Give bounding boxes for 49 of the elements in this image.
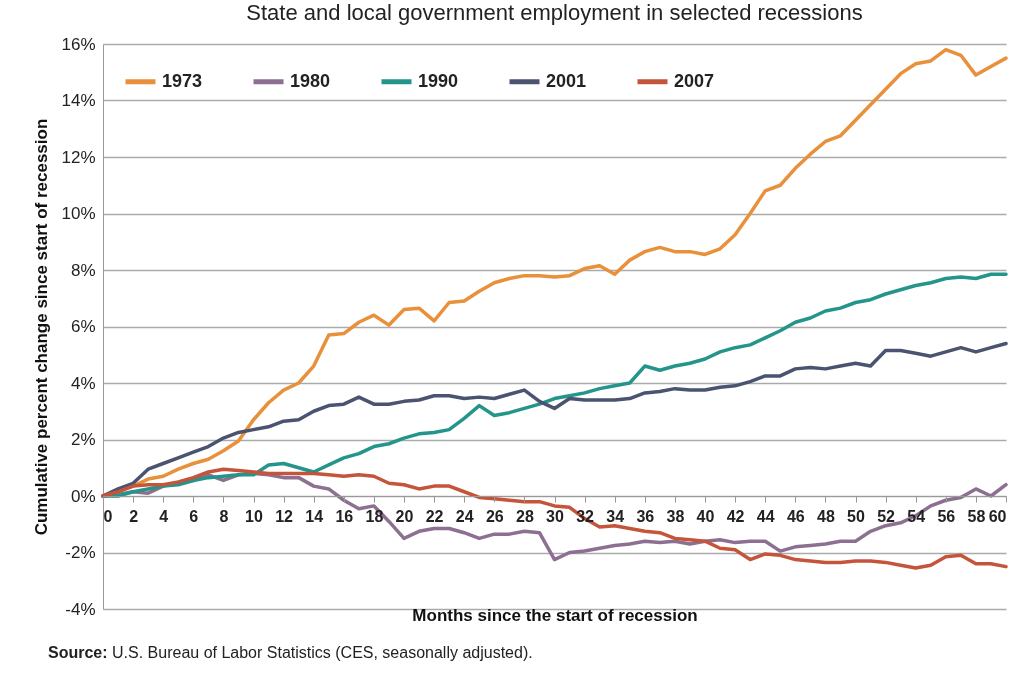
x-tick-label: 46 <box>786 507 805 525</box>
y-tick-label: -4% <box>65 599 96 619</box>
x-tick-label: 38 <box>666 507 685 525</box>
source-note: Source: U.S. Bureau of Labor Statistics (CES, seasonally adjusted). <box>48 644 533 662</box>
x-tick-label: 34 <box>606 507 625 525</box>
x-tick-label: 24 <box>455 507 474 525</box>
x-tick-label: 12 <box>275 507 294 525</box>
x-tick-label: 42 <box>726 507 745 525</box>
x-tick-label: 40 <box>696 507 715 525</box>
legend-label: 1990 <box>418 70 459 91</box>
y-axis-title: Cumulative percent change since start of recession <box>32 118 52 536</box>
x-axis-title: Months since the start of recession <box>412 605 698 625</box>
y-tick-label: 10% <box>61 204 96 223</box>
y-tick-label: 6% <box>70 317 96 336</box>
x-tick-label: 8 <box>219 507 229 525</box>
y-tick-label: 8% <box>70 260 96 280</box>
x-tick-label: 30 <box>546 507 564 525</box>
x-tick-label: 60 <box>988 507 1007 525</box>
x-tick-label: 6 <box>189 507 199 525</box>
x-tick-label: 18 <box>365 507 384 525</box>
legend-label: 2001 <box>546 70 587 91</box>
legend-label: 2007 <box>674 70 715 91</box>
x-tick-label: 20 <box>395 507 414 525</box>
x-tick-label: 48 <box>817 507 835 525</box>
x-tick-label: 52 <box>877 507 896 525</box>
x-tick-label: 50 <box>847 507 865 525</box>
x-tick-label: 2 <box>129 507 139 525</box>
y-tick-label: 4% <box>70 373 96 393</box>
x-tick-label: 10 <box>245 507 263 525</box>
y-tick-label: -2% <box>65 543 96 562</box>
y-tick-label: 16% <box>61 34 96 54</box>
x-tick-label: 14 <box>305 507 324 525</box>
x-tick-label: 0 <box>103 507 113 525</box>
x-tick-label: 22 <box>425 507 444 525</box>
x-tick-label: 26 <box>485 507 504 525</box>
y-tick-label: 2% <box>70 430 96 449</box>
x-tick-label: 16 <box>335 507 354 525</box>
y-tick-label: 12% <box>61 147 96 167</box>
x-tick-label: 4 <box>159 507 169 525</box>
legend-label: 1980 <box>290 70 331 91</box>
y-tick-label: 0% <box>70 486 96 506</box>
x-tick-label: 28 <box>516 507 534 525</box>
x-tick-label: 58 <box>967 507 986 525</box>
legend-label: 1973 <box>162 70 203 91</box>
x-tick-label: 44 <box>756 507 775 525</box>
x-tick-label: 36 <box>636 507 655 525</box>
y-tick-label: 14% <box>61 91 96 110</box>
chart-title: State and local government employment in selected recessions <box>246 0 863 25</box>
x-tick-label: 56 <box>937 507 956 525</box>
